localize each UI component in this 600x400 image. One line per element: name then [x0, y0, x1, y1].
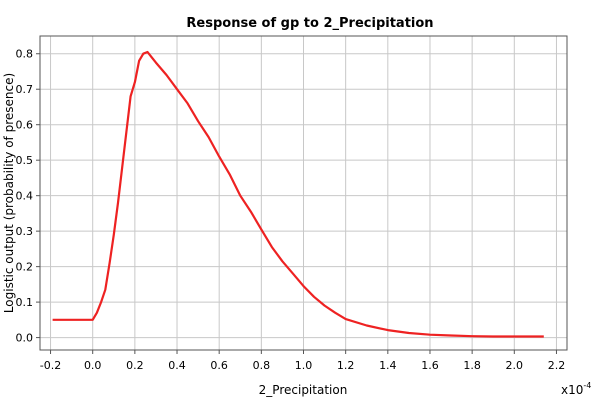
x-tick-label: 0.0	[84, 359, 102, 372]
x-tick-label: 1.2	[337, 359, 355, 372]
tick-label-layer: -0.2 0.0 0.2 0.4 0.6 0.8 1.0 1.2 1.4 1.6 1.8 2.0 2.2…	[16, 48, 566, 372]
x-tick-label: 0.6	[210, 359, 228, 372]
x-tick-label: 0.8	[253, 359, 271, 372]
x-multiplier-base: x10	[561, 383, 583, 397]
y-tick-label: 0.6	[16, 119, 34, 132]
y-tick-label: 0.5	[16, 154, 34, 167]
x-tick-label: 2.2	[548, 359, 566, 372]
response-curve-line	[52, 50, 544, 338]
y-tick-label: 0.2	[16, 261, 34, 274]
x-tick-label: 1.4	[379, 359, 397, 372]
y-tick-label: 0.4	[16, 190, 34, 203]
tick-layer	[36, 53, 557, 354]
x-tick-label: 2.0	[506, 359, 524, 372]
y-tick-label: 0.0	[16, 332, 34, 345]
x-tick-label: 0.2	[126, 359, 144, 372]
y-axis-label: Logistic output (probability of presence…	[2, 73, 16, 313]
x-tick-label: 1.6	[421, 359, 439, 372]
x-tick-label: 0.4	[168, 359, 186, 372]
x-multiplier-label: x10-4	[561, 381, 591, 397]
x-tick-label: 1.0	[295, 359, 313, 372]
grid-layer	[40, 36, 567, 350]
y-tick-label: 0.7	[16, 83, 34, 96]
y-tick-label: 0.3	[16, 225, 34, 238]
y-tick-label: 0.1	[16, 296, 34, 309]
chart-title: Response of gp to 2_Precipitation	[186, 16, 433, 31]
x-tick-label: -0.2	[40, 359, 61, 372]
x-tick-label: 1.8	[463, 359, 481, 372]
y-tick-label: 0.8	[16, 48, 34, 61]
x-axis-label: 2_Precipitation	[259, 383, 348, 397]
x-multiplier-exponent: -4	[583, 381, 591, 390]
